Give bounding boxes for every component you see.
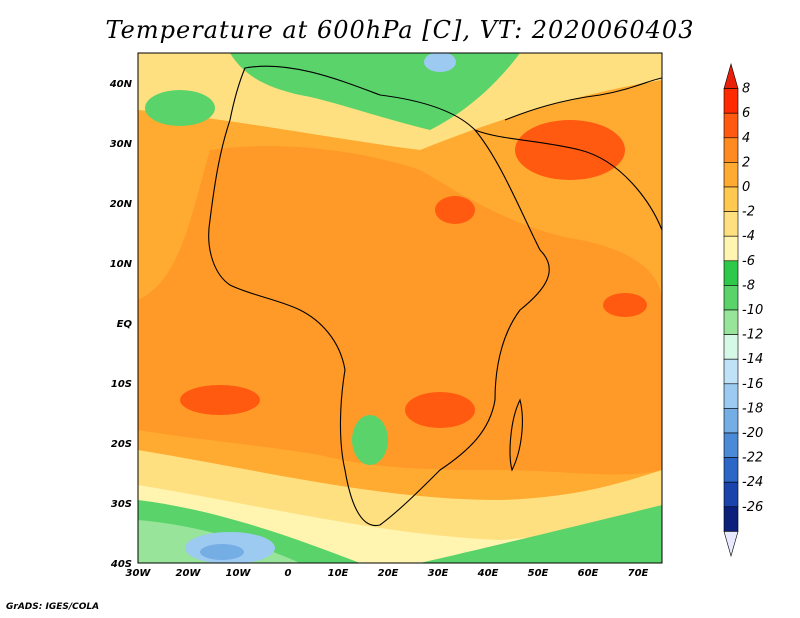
colorbar-label: -18: [742, 401, 763, 416]
colorbar-swatch: [723, 211, 739, 237]
lon-label: 30E: [428, 568, 449, 579]
lon-label: 30W: [126, 568, 152, 579]
lon-label: 10W: [226, 568, 252, 579]
colorbar-label: -24: [742, 475, 763, 490]
colorbar-label: 0: [742, 180, 750, 195]
colorbar-swatch: [723, 481, 739, 508]
colorbar-label: 2: [742, 155, 750, 170]
lon-labels: 30W 20W 10W 0 10E 20E 30E 40E 50E 60E 70…: [126, 568, 649, 579]
lon-label: 70E: [628, 568, 649, 579]
colorbar-label: 6: [742, 106, 750, 121]
colorbar-swatch: [723, 506, 739, 532]
lon-label: 50E: [528, 568, 549, 579]
colorbar-swatch: [723, 309, 739, 335]
colorbar-label: -12: [742, 328, 763, 343]
temperature-field: [138, 53, 662, 563]
colorbar-swatch: [723, 260, 739, 286]
colorbar-swatch: [723, 334, 739, 360]
colorbar-label: 4: [742, 131, 750, 146]
coastlines: [208, 65, 662, 527]
colorbar-swatch: [723, 235, 739, 262]
colorbar-swatch: [723, 285, 739, 311]
colorbar-label: -22: [742, 451, 763, 466]
colorbar-label: -16: [742, 377, 763, 392]
lat-label: 20S: [111, 439, 132, 450]
lon-label: 10E: [328, 568, 349, 579]
colorbar-label: -2: [742, 205, 755, 220]
lon-label: 0: [285, 568, 292, 579]
lon-label: 20W: [176, 568, 202, 579]
colorbar-swatch: [723, 383, 739, 409]
colorbar-swatch: [723, 432, 739, 458]
colorbar-label: 8: [742, 82, 750, 97]
colorbar-swatch: [723, 358, 739, 385]
colorbar-swatch: [723, 112, 739, 139]
lat-label: 40N: [109, 79, 133, 90]
lat-label: EQ: [117, 319, 133, 330]
colorbar-label: -6: [742, 254, 755, 269]
lat-label: 10N: [110, 259, 133, 270]
lat-label: 20N: [110, 199, 133, 210]
colorbar-swatch: [723, 457, 739, 483]
colorbar-label: -26: [742, 500, 763, 515]
colorbar-swatch: [723, 186, 739, 212]
lat-labels: 40N 30N 20N 10N EQ 10S 20S 30S 40S: [109, 79, 133, 570]
colorbar-label: -20: [742, 426, 763, 441]
colorbar-swatch: [723, 137, 739, 163]
plot-frame: [137, 52, 663, 564]
colorbar-label: -10: [742, 303, 763, 318]
colorbar-label: -14: [742, 352, 763, 367]
colorbar: 8 6 4 2 0 -2 -4 -6 -8 -10 -12 -14 -16 -18 -20 -22 -24 -26: [723, 62, 763, 558]
colorbar-swatch: [723, 162, 739, 188]
colorbar-label: -8: [742, 278, 755, 293]
colorbar-swatch: [723, 88, 739, 114]
credit-label: GrADS: IGES/COLA: [6, 602, 100, 612]
colorbar-top-arrow: [723, 62, 739, 89]
lon-label: 40E: [477, 568, 499, 579]
lat-label: 30S: [111, 499, 132, 510]
lat-label: 10S: [111, 379, 132, 390]
colorbar-bottom-arrow: [723, 531, 739, 558]
map-title: Temperature at 600hPa [C], VT: 202006040…: [105, 16, 695, 44]
lon-label: 60E: [578, 568, 599, 579]
colorbar-swatch: [723, 408, 739, 434]
colorbar-label: -4: [742, 229, 755, 244]
lat-label: 40S: [110, 559, 132, 570]
lat-label: 30N: [110, 139, 133, 150]
lon-label: 20E: [378, 568, 399, 579]
